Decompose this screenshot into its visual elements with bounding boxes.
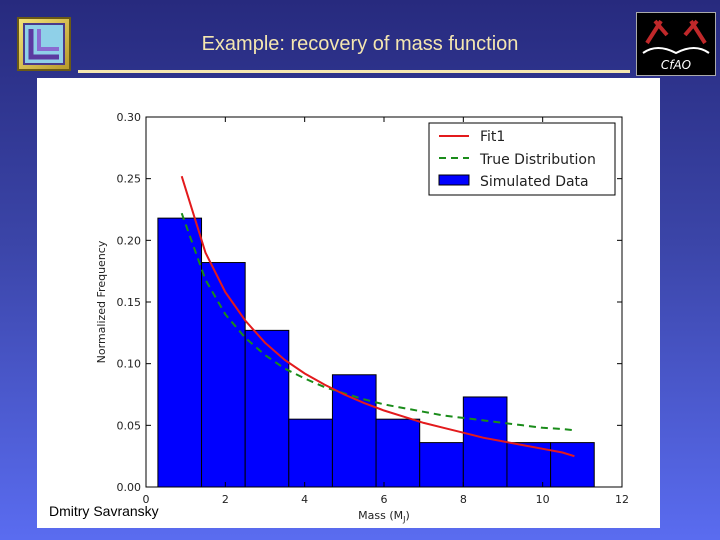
y-tick-label: 0.20 [117, 234, 142, 247]
histogram-bars [157, 217, 595, 488]
y-tick-label: 0.30 [117, 111, 142, 124]
x-tick-label: 10 [536, 493, 550, 506]
x-tick-label: 4 [301, 493, 308, 506]
legend-fit-label: Fit1 [480, 129, 505, 145]
true-distribution-line [180, 212, 575, 432]
y-axis-label: Normalized Frequency [95, 240, 108, 363]
legend-data-swatch [438, 174, 470, 186]
mass-function-chart: 0 2 4 6 8 10 12 0.00 0.05 0.10 0.15 0.20 0.25 0.30 M… [95, 111, 629, 524]
legend-data-label: Simulated Data [480, 174, 589, 190]
y-tick-label: 0.10 [117, 358, 142, 371]
histogram-bar-8 [462, 396, 508, 488]
fit1-line [180, 175, 575, 458]
y-axis-ticks: 0.00 0.05 0.10 0.15 0.20 0.25 0.30 [117, 111, 622, 494]
cfao-logo-text: CfAO [661, 58, 691, 72]
x-axis-label: Mass (MJ) [358, 509, 410, 524]
figure-panel: 0 2 4 6 8 10 12 0.00 0.05 0.10 0.15 0.20 0.25 0.30 M… [37, 78, 660, 528]
lab-logo-icon [17, 17, 71, 71]
y-tick-label: 0.25 [117, 173, 142, 186]
histogram-bar-1 [157, 217, 203, 488]
x-tick-label: 2 [222, 493, 229, 506]
legend: Fit1 True Distribution Simulated Data [428, 122, 616, 196]
cfao-logo-graphic: CfAO [642, 19, 710, 72]
x-tick-label: 6 [381, 493, 388, 506]
histogram-bar-7 [419, 442, 464, 488]
histogram-bar-2 [201, 262, 246, 488]
model-lines [180, 175, 575, 458]
x-axis-ticks: 0 2 4 6 8 10 12 [143, 117, 629, 506]
x-tick-label: 8 [460, 493, 467, 506]
histogram-bar-3 [244, 329, 290, 488]
histogram-bar-5 [331, 374, 377, 488]
title-divider [78, 70, 630, 73]
lab-logo-graphic [23, 23, 65, 65]
cfao-logo-icon: CfAO [636, 12, 716, 76]
histogram-bar-4 [288, 418, 333, 488]
legend-true-label: True Distribution [479, 152, 596, 168]
histogram-bar-6 [375, 418, 421, 488]
x-tick-label: 12 [615, 493, 629, 506]
histogram-bar-10 [550, 442, 595, 488]
author-name: Dmitry Savransky [49, 503, 159, 519]
y-tick-label: 0.00 [117, 481, 142, 494]
y-tick-label: 0.05 [117, 419, 142, 432]
x-tick-label: 0 [143, 493, 150, 506]
slide-title: Example: recovery of mass function [201, 33, 519, 55]
y-tick-label: 0.15 [117, 296, 142, 309]
